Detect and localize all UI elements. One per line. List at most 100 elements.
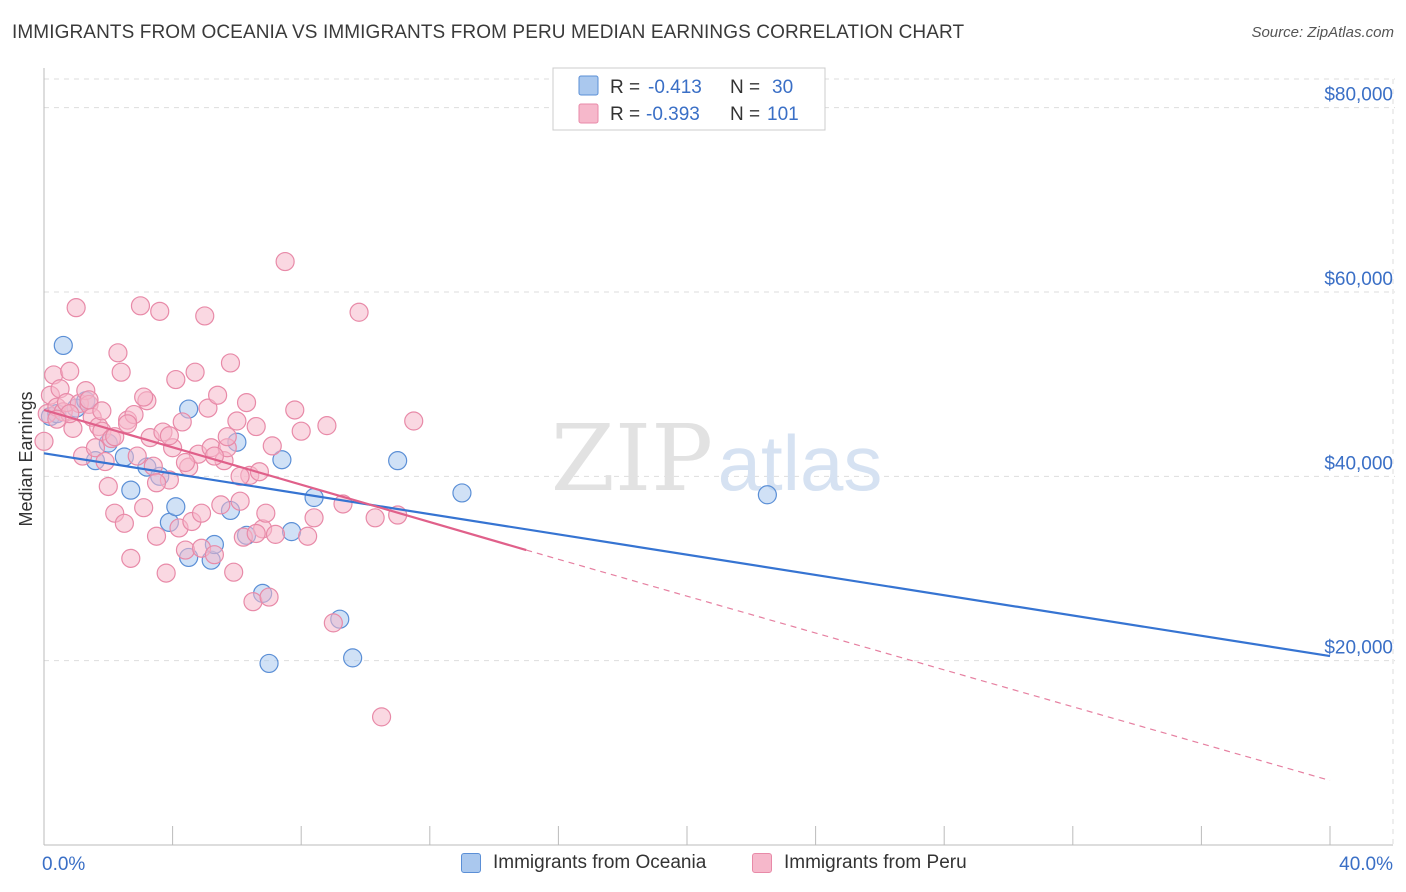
y-tick-label-3: $80,000 bbox=[1324, 85, 1393, 106]
point-peru-35 bbox=[146, 526, 167, 546]
point-peru-69 bbox=[256, 503, 276, 523]
point-peru-97 bbox=[217, 427, 237, 447]
legend-swatch-peru bbox=[578, 103, 599, 124]
watermark: ZIP atlas bbox=[551, 405, 882, 512]
point-oceania-27 bbox=[452, 483, 472, 503]
legend-item-oceania: Immigrants from Oceania bbox=[461, 852, 706, 874]
point-peru-75 bbox=[291, 421, 311, 441]
point-peru-72 bbox=[265, 524, 286, 544]
legend-n-value-oceania: 30 bbox=[772, 77, 793, 98]
y-tick-label-0: $20,000 bbox=[1324, 638, 1393, 659]
point-peru-58 bbox=[220, 353, 241, 373]
point-peru-59 bbox=[224, 562, 244, 582]
legend-n-value-peru: 101 bbox=[767, 104, 799, 125]
point-peru-53 bbox=[204, 545, 224, 565]
point-oceania-25 bbox=[343, 648, 363, 668]
legend-r-label-peru: R = bbox=[610, 104, 640, 125]
point-peru-54 bbox=[208, 385, 228, 405]
x-tick-labels: 0.0% 40.0% bbox=[42, 854, 1393, 875]
point-peru-16 bbox=[85, 438, 106, 458]
legend-swatch-oceania bbox=[578, 75, 599, 96]
point-peru-0 bbox=[34, 431, 54, 451]
point-peru-20 bbox=[98, 476, 118, 497]
point-peru-29 bbox=[127, 446, 147, 466]
point-peru-93 bbox=[159, 426, 179, 446]
point-peru-77 bbox=[304, 508, 324, 528]
point-peru-76 bbox=[298, 526, 318, 546]
point-oceania-26 bbox=[388, 451, 408, 471]
legend-label-oceania: Immigrants from Oceania bbox=[493, 852, 707, 873]
trend-line-peru bbox=[43, 408, 527, 552]
point-peru-31 bbox=[134, 498, 154, 518]
watermark-atlas: atlas bbox=[718, 419, 883, 507]
point-peru-25 bbox=[114, 513, 134, 533]
point-peru-50 bbox=[195, 306, 215, 326]
point-peru-43 bbox=[172, 412, 192, 432]
legend-label-peru: Immigrants from Peru bbox=[784, 852, 967, 873]
y-tick-labels: $20,000 $40,000 $60,000 $80,000 bbox=[1324, 85, 1393, 659]
point-oceania-7 bbox=[121, 480, 141, 500]
point-oceania-21 bbox=[272, 450, 292, 470]
point-peru-79 bbox=[323, 613, 343, 633]
point-peru-66 bbox=[246, 416, 266, 437]
legend-r-value-peru: -0.393 bbox=[646, 104, 700, 125]
legend-item-peru: Immigrants from Peru bbox=[752, 852, 967, 874]
chart-title: IMMIGRANTS FROM OCEANIA VS IMMIGRANTS FR… bbox=[12, 22, 965, 43]
point-oceania-22 bbox=[281, 522, 302, 542]
point-oceania-11 bbox=[166, 497, 186, 517]
y-tick-label-2: $60,000 bbox=[1324, 269, 1393, 290]
point-peru-8 bbox=[60, 361, 80, 381]
legend-r-label-oceania: R = bbox=[610, 77, 640, 98]
legend-n-label-oceania: N = bbox=[730, 77, 760, 98]
watermark-zip: ZIP bbox=[551, 405, 713, 512]
point-peru-36 bbox=[150, 301, 170, 321]
point-peru-47 bbox=[185, 362, 205, 382]
x-tick-label-min: 0.0% bbox=[42, 854, 85, 875]
point-peru-71 bbox=[262, 436, 282, 456]
point-peru-78 bbox=[317, 416, 337, 436]
point-peru-65 bbox=[243, 592, 263, 612]
point-peru-27 bbox=[121, 548, 141, 568]
point-peru-85 bbox=[404, 411, 424, 431]
point-peru-23 bbox=[108, 343, 128, 363]
point-oceania-28 bbox=[757, 485, 777, 505]
trend-lines bbox=[43, 408, 1331, 782]
point-peru-10 bbox=[66, 298, 86, 318]
axes bbox=[43, 68, 1393, 846]
point-peru-73 bbox=[275, 251, 295, 272]
gridlines bbox=[44, 78, 1395, 845]
series-peru bbox=[34, 251, 424, 727]
point-peru-61 bbox=[230, 491, 250, 511]
trend-extension-peru bbox=[526, 549, 1331, 782]
point-peru-55 bbox=[211, 495, 231, 515]
legend-r-value-oceania: -0.413 bbox=[648, 77, 702, 98]
point-peru-99 bbox=[246, 523, 266, 544]
point-peru-83 bbox=[371, 707, 392, 727]
y-axis-label: Median Earnings bbox=[16, 391, 36, 526]
legend-stats: R = -0.413 N = 30 R = -0.393 N = 101 bbox=[552, 67, 826, 131]
point-peru-44 bbox=[175, 540, 196, 560]
legend-bottom: Immigrants from Oceania Immigrants from … bbox=[0, 852, 1406, 878]
point-oceania-20 bbox=[259, 653, 279, 674]
legend-swatch-oceania-bottom bbox=[461, 853, 481, 873]
point-peru-81 bbox=[349, 302, 369, 322]
x-tick-label-max: 40.0% bbox=[1339, 854, 1393, 875]
y-tick-label-1: $40,000 bbox=[1324, 453, 1393, 474]
point-peru-70 bbox=[259, 587, 279, 607]
point-peru-94 bbox=[175, 452, 196, 473]
trend-line-oceania bbox=[43, 452, 1331, 658]
point-peru-95 bbox=[191, 503, 212, 523]
point-peru-87 bbox=[79, 390, 99, 410]
point-peru-30 bbox=[130, 296, 151, 316]
point-peru-24 bbox=[111, 362, 131, 382]
point-peru-51 bbox=[198, 398, 218, 418]
point-peru-74 bbox=[285, 400, 305, 420]
point-peru-41 bbox=[166, 369, 186, 390]
point-peru-63 bbox=[236, 392, 257, 413]
point-peru-92 bbox=[146, 473, 167, 493]
point-peru-88 bbox=[92, 401, 112, 421]
point-peru-91 bbox=[134, 387, 154, 407]
legend-n-label-peru: N = bbox=[730, 104, 760, 125]
point-peru-90 bbox=[117, 414, 138, 434]
